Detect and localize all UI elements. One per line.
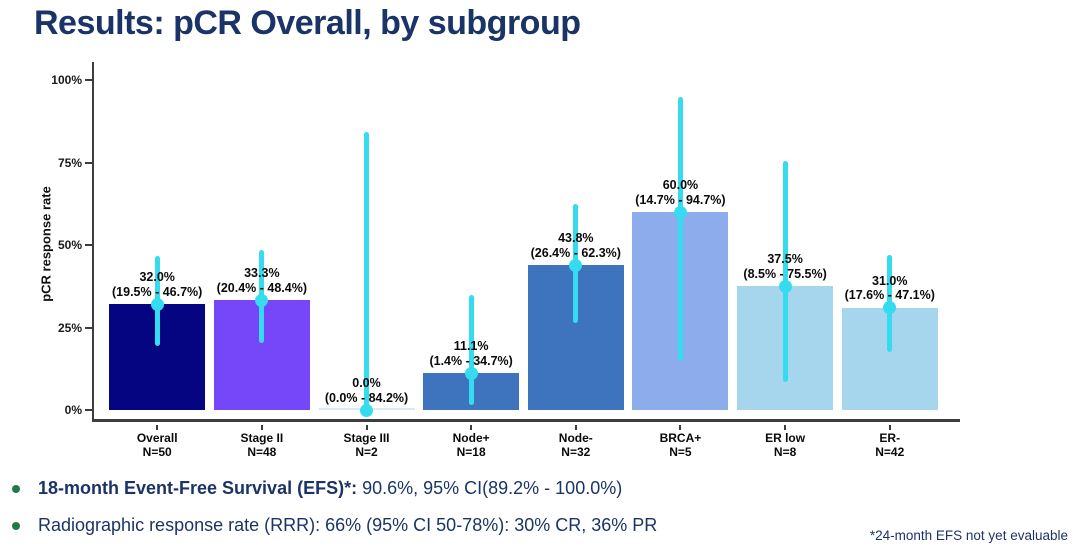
x-tick-mark xyxy=(784,425,787,430)
x-label-overall: Overall N=50 xyxy=(92,431,222,459)
x-label-brca: BRCA+ N=5 xyxy=(615,431,745,459)
value-ci: (1.4% - 34.7%) xyxy=(429,353,513,368)
x-tick-mark xyxy=(365,425,368,430)
bullet-efs: 18-month Event-Free Survival (EFS)*: 90.… xyxy=(12,478,623,499)
bullet-efs-label: 18-month Event-Free Survival (EFS)*: xyxy=(38,478,358,498)
category-n: N=32 xyxy=(561,445,591,459)
y-tick-mark xyxy=(85,409,92,411)
x-label-node: Node- N=32 xyxy=(511,431,641,459)
value-label-node: 43.8% (26.4% - 62.3%) xyxy=(491,231,661,260)
category-name: Stage II xyxy=(240,431,284,445)
value-label-overall: 32.0% (19.5% - 46.7%) xyxy=(72,270,242,299)
bullet-rrr-value: Radiographic response rate (RRR): 66% (9… xyxy=(38,515,658,535)
plot-area xyxy=(92,62,960,422)
value-pct: 33.3% xyxy=(244,266,280,281)
category-n: N=48 xyxy=(247,445,277,459)
category-name: ER low xyxy=(765,431,806,445)
category-n: N=50 xyxy=(142,445,172,459)
point-marker-er xyxy=(883,301,897,315)
y-tick-label-50: 50% xyxy=(57,238,82,252)
x-tick-mark xyxy=(156,425,159,430)
errorbar-stage-iii xyxy=(364,132,369,410)
y-tick-mark xyxy=(85,244,92,246)
x-tick-mark xyxy=(679,425,682,430)
y-tick-label-25: 25% xyxy=(57,320,82,335)
value-label-er-low: 37.5% (8.5% - 75.5%) xyxy=(700,252,870,281)
x-label-node: Node+ N=18 xyxy=(406,431,536,459)
x-label-stage-iii: Stage III N=2 xyxy=(302,431,432,459)
y-tick-mark xyxy=(85,326,92,329)
x-tick-mark xyxy=(260,425,263,430)
bullet-rrr: Radiographic response rate (RRR): 66% (9… xyxy=(12,515,658,536)
value-pct: 32.0% xyxy=(139,270,175,285)
category-name: BRCA+ xyxy=(659,431,702,445)
value-pct: 60.0% xyxy=(662,178,699,192)
x-label-stage-ii: Stage II N=48 xyxy=(197,431,327,459)
category-name: Node+ xyxy=(452,431,490,445)
bullet-dot-icon xyxy=(12,485,20,493)
value-pct: 37.5% xyxy=(767,252,803,267)
x-label-er-low: ER low N=8 xyxy=(720,431,850,459)
y-tick-mark xyxy=(85,79,92,81)
value-ci: (19.5% - 46.7%) xyxy=(112,284,203,299)
y-tick-mark xyxy=(85,161,92,164)
errorbar-node xyxy=(468,295,474,406)
y-tick-label-75: 75% xyxy=(57,155,82,170)
category-name: Node- xyxy=(558,431,593,445)
page-title: Results: pCR Overall, by subgroup xyxy=(34,4,581,42)
category-name: Overall xyxy=(136,431,178,445)
category-n: N=18 xyxy=(456,445,486,459)
value-pct: 43.8% xyxy=(558,231,594,246)
category-n: N=2 xyxy=(355,445,378,459)
errorbar-brca xyxy=(677,97,683,362)
value-label-er: 31.0% (17.6% - 47.1%) xyxy=(805,274,975,303)
category-n: N=5 xyxy=(669,445,692,459)
x-tick-mark xyxy=(470,425,473,430)
value-ci: (8.5% - 75.5%) xyxy=(743,266,827,281)
bullet-efs-value: 90.6%, 95% CI(89.2% - 100.0%) xyxy=(357,478,623,498)
x-tick-mark xyxy=(888,425,891,430)
bullet-dot-icon xyxy=(12,522,20,530)
point-marker-overall xyxy=(150,297,164,311)
value-pct: 31.0% xyxy=(872,273,908,288)
x-tick-mark xyxy=(574,425,577,430)
y-tick-label-100: 100% xyxy=(51,73,82,87)
value-ci: (26.4% - 62.3%) xyxy=(530,245,621,260)
point-marker-er-low xyxy=(778,279,792,293)
category-name: ER- xyxy=(879,431,901,445)
x-label-er: ER- N=42 xyxy=(825,431,955,459)
point-marker-brca xyxy=(673,205,687,219)
value-ci: (0.0% - 84.2%) xyxy=(324,390,409,405)
value-label-stage-iii: 0.0% (0.0% - 84.2%) xyxy=(282,376,452,405)
point-marker-node xyxy=(464,366,478,380)
value-label-node: 11.1% (1.4% - 34.7%) xyxy=(386,339,556,368)
category-n: N=8 xyxy=(773,445,797,459)
point-marker-node xyxy=(569,258,583,272)
value-label-brca: 60.0% (14.7% - 94.7%) xyxy=(595,178,765,207)
point-marker-stage-ii xyxy=(255,293,269,307)
value-pct: 11.1% xyxy=(453,339,489,354)
value-ci: (14.7% - 94.7%) xyxy=(635,192,726,207)
value-ci: (20.4% - 48.4%) xyxy=(216,280,307,295)
footnote: *24-month EFS not yet evaluable xyxy=(869,528,1068,543)
value-ci: (17.6% - 47.1%) xyxy=(844,288,935,303)
category-n: N=42 xyxy=(875,445,905,459)
y-tick-label-0: 0% xyxy=(64,403,82,417)
point-marker-stage-iii xyxy=(360,403,373,417)
value-label-stage-ii: 33.3% (20.4% - 48.4%) xyxy=(177,266,347,295)
category-name: Stage III xyxy=(343,431,390,445)
errorbar-er-low xyxy=(782,160,788,382)
value-pct: 0.0% xyxy=(352,376,381,390)
